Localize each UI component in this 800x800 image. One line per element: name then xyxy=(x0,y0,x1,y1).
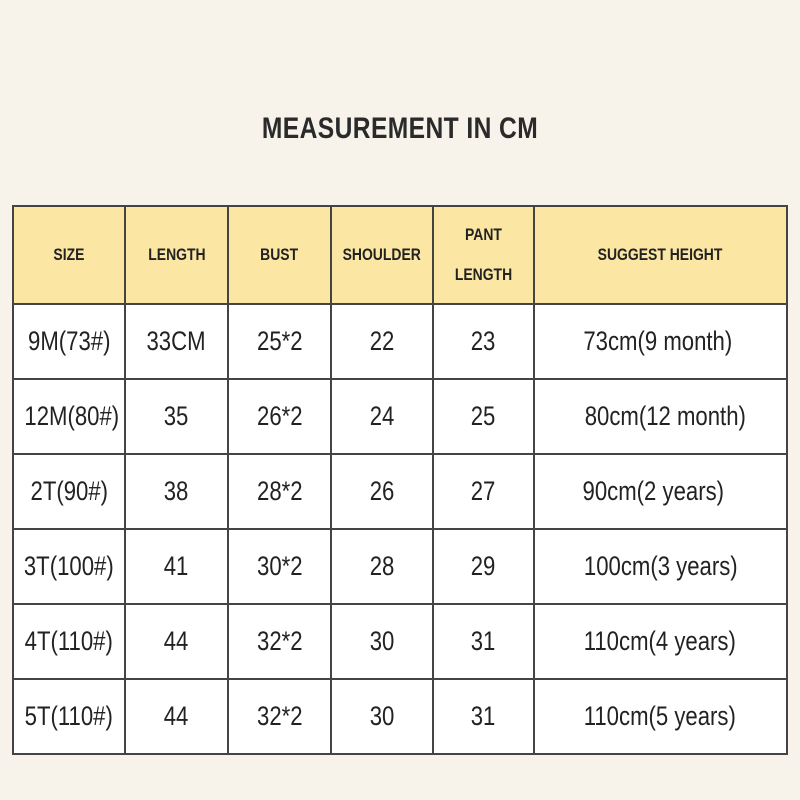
table-cell: 80cm(12 month) xyxy=(533,378,788,455)
cell-text: 100cm(3 years) xyxy=(583,551,738,581)
cell-text: 38 xyxy=(164,476,189,506)
table-row: 3T(100#) 41 30*2 28 29 100cm(3 years) xyxy=(12,528,788,605)
cell-text: 28*2 xyxy=(256,476,303,506)
cell-text: 9M(73#) xyxy=(27,326,111,356)
table-cell: 100cm(3 years) xyxy=(533,528,788,605)
header-cell: BUST xyxy=(227,205,332,305)
cell-text: PANT LENGTH xyxy=(454,225,513,284)
cell-text: 90cm(2 years) xyxy=(582,476,725,506)
table-cell: 29 xyxy=(432,528,535,605)
cell-text: 28 xyxy=(369,551,395,581)
table-cell: 12M(80#) xyxy=(12,378,126,455)
table-cell: 41 xyxy=(124,528,229,605)
cell-text: LENGTH xyxy=(147,245,206,264)
table-cell: 32*2 xyxy=(227,603,332,680)
cell-text: 26*2 xyxy=(256,401,303,431)
table-cell: 26 xyxy=(330,453,434,530)
table-cell: 73cm(9 month) xyxy=(533,303,788,380)
table-row: 12M(80#) 35 26*2 24 25 80cm(12 month) xyxy=(12,378,788,455)
table-cell: 31 xyxy=(432,603,535,680)
cell-text: BUST xyxy=(260,245,299,264)
cell-text: 3T(100#) xyxy=(24,551,114,581)
table-cell: 5T(110#) xyxy=(12,678,126,755)
table-cell: 2T(90#) xyxy=(12,453,126,530)
cell-text: 31 xyxy=(471,626,496,656)
table-cell: 27 xyxy=(432,453,535,530)
table-cell: 25 xyxy=(432,378,535,455)
table-cell: 9M(73#) xyxy=(12,303,126,380)
table-cell: 44 xyxy=(124,603,229,680)
cell-text: 44 xyxy=(164,701,189,731)
cell-text: 25*2 xyxy=(256,326,303,356)
cell-text: 30 xyxy=(369,701,395,731)
table-cell: 30 xyxy=(330,603,434,680)
cell-text: 30 xyxy=(369,626,395,656)
cell-text: 5T(110#) xyxy=(24,701,114,731)
table-row: 4T(110#) 44 32*2 30 31 110cm(4 years) xyxy=(12,603,788,680)
title: MEASUREMENT IN CM xyxy=(261,112,539,145)
table-cell: 22 xyxy=(330,303,434,380)
header-cell: LENGTH xyxy=(124,205,229,305)
header-cell: PANT LENGTH xyxy=(432,205,535,305)
table-cell: 28*2 xyxy=(227,453,332,530)
cell-text: 26 xyxy=(369,476,395,506)
cell-text: 33CM xyxy=(146,326,207,356)
cell-text: 35 xyxy=(164,401,189,431)
cell-text: 2T(90#) xyxy=(30,476,108,506)
cell-text: 31 xyxy=(471,701,496,731)
table-cell: 24 xyxy=(330,378,434,455)
size-table: SIZE LENGTH BUST SHOULDER PANT LENGTH SUGGEST… xyxy=(12,205,788,755)
table-cell: 110cm(5 years) xyxy=(533,678,788,755)
table-cell: 3T(100#) xyxy=(12,528,126,605)
table-cell: 35 xyxy=(124,378,229,455)
table-row: 2T(90#) 38 28*2 26 27 90cm(2 years) xyxy=(12,453,788,530)
table-cell: 23 xyxy=(432,303,535,380)
table-cell: 28 xyxy=(330,528,434,605)
cell-text: 110cm(5 years) xyxy=(583,701,736,731)
header-cell: SHOULDER xyxy=(330,205,434,305)
header-cell: SUGGEST HEIGHT xyxy=(533,205,788,305)
cell-text: SIZE xyxy=(53,245,85,264)
cell-text: 44 xyxy=(164,626,189,656)
table-cell: 30*2 xyxy=(227,528,332,605)
cell-text: 22 xyxy=(369,326,395,356)
cell-text: 80cm(12 month) xyxy=(584,401,746,431)
cell-text: 73cm(9 month) xyxy=(583,326,733,356)
cell-text: 32*2 xyxy=(256,626,303,656)
table-cell: 31 xyxy=(432,678,535,755)
cell-text: SUGGEST HEIGHT xyxy=(598,245,723,264)
cell-text: 25 xyxy=(471,401,496,431)
table-cell: 4T(110#) xyxy=(12,603,126,680)
table-cell: 90cm(2 years) xyxy=(533,453,788,530)
cell-text: 27 xyxy=(471,476,496,506)
table-cell: 32*2 xyxy=(227,678,332,755)
table-cell: 33CM xyxy=(124,303,229,380)
table-cell: 38 xyxy=(124,453,229,530)
cell-text: 24 xyxy=(369,401,395,431)
table-cell: 26*2 xyxy=(227,378,332,455)
table-body: 9M(73#) 33CM 25*2 22 23 73cm(9 month) 12M(80#)… xyxy=(12,303,788,755)
table-row: 5T(110#) 44 32*2 30 31 110cm(5 years) xyxy=(12,678,788,755)
header-cell: SIZE xyxy=(12,205,126,305)
cell-text: 110cm(4 years) xyxy=(583,626,736,656)
cell-text: SHOULDER xyxy=(342,245,422,264)
cell-text: 23 xyxy=(471,326,496,356)
table-cell: 30 xyxy=(330,678,434,755)
cell-text: 4T(110#) xyxy=(24,626,114,656)
table-row: 9M(73#) 33CM 25*2 22 23 73cm(9 month) xyxy=(12,303,788,380)
cell-text: 41 xyxy=(164,551,189,581)
table-cell: 44 xyxy=(124,678,229,755)
cell-text: 32*2 xyxy=(256,701,303,731)
cell-text: 12M(80#) xyxy=(24,401,120,431)
cell-text: 29 xyxy=(471,551,496,581)
table-cell: 110cm(4 years) xyxy=(533,603,788,680)
table-cell: 25*2 xyxy=(227,303,332,380)
header-row: SIZE LENGTH BUST SHOULDER PANT LENGTH SUGGEST… xyxy=(12,205,788,305)
cell-text: 30*2 xyxy=(256,551,303,581)
